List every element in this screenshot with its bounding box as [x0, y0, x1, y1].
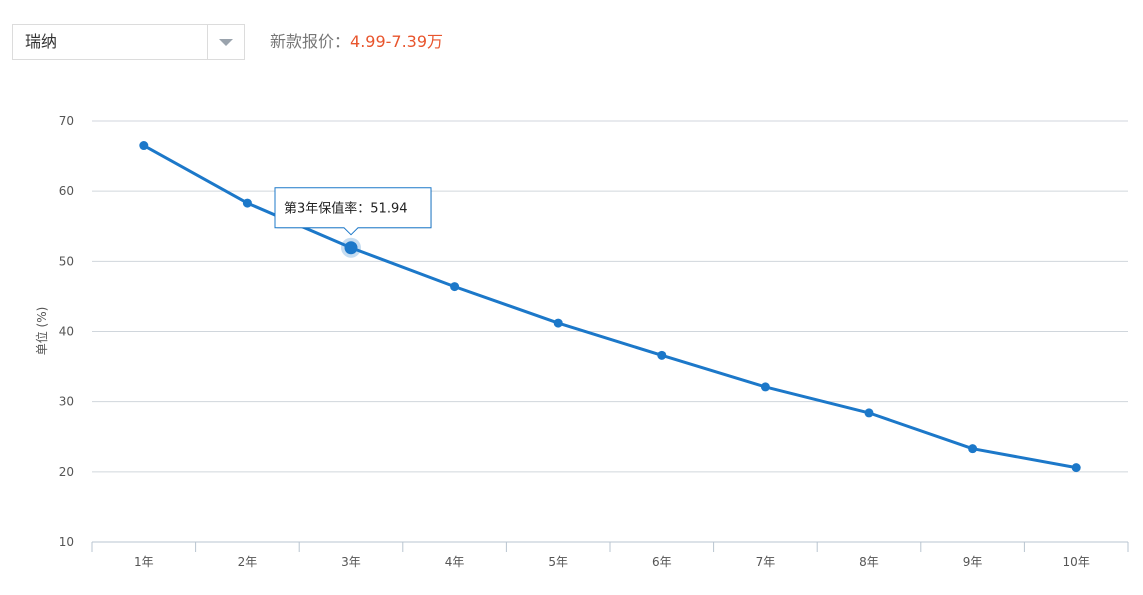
- chevron-down-icon[interactable]: [219, 39, 233, 46]
- y-tick-label: 70: [59, 114, 74, 128]
- x-tick-label: 8年: [859, 555, 879, 569]
- y-axis-label: 单位 (%): [34, 307, 49, 356]
- data-point[interactable]: [242, 198, 252, 208]
- model-select-value: 瑞纳: [25, 32, 58, 51]
- data-point[interactable]: [553, 318, 563, 328]
- y-tick-label: 50: [59, 254, 74, 268]
- select-divider: [207, 25, 208, 59]
- x-tick-label: 9年: [963, 555, 983, 569]
- model-select[interactable]: 瑞纳: [12, 24, 245, 60]
- x-tick-label: 1年: [134, 555, 154, 569]
- y-tick-label: 40: [59, 325, 74, 339]
- x-tick-label: 10年: [1063, 555, 1090, 569]
- x-tick-label: 4年: [445, 555, 465, 569]
- price-label: 新款报价：: [270, 32, 351, 51]
- data-point[interactable]: [760, 382, 770, 392]
- price-value: 4.99-7.39万: [350, 32, 444, 51]
- y-tick-label: 10: [59, 535, 74, 549]
- tooltip-text: 第3年保值率：51.94: [284, 201, 408, 217]
- data-point[interactable]: [139, 141, 149, 151]
- x-tick-label: 3年: [341, 555, 361, 569]
- y-tick-label: 30: [59, 395, 74, 409]
- y-tick-label: 20: [59, 465, 74, 479]
- x-tick-label: 5年: [548, 555, 568, 569]
- data-point[interactable]: [657, 350, 667, 360]
- x-tick-label: 6年: [652, 555, 672, 569]
- price-info: 新款报价：4.99-7.39万: [270, 30, 443, 54]
- x-tick-label: 7年: [756, 555, 776, 569]
- tooltip-box: [274, 187, 432, 236]
- data-point[interactable]: [450, 282, 460, 292]
- data-point[interactable]: [968, 444, 978, 454]
- data-point[interactable]: [864, 408, 874, 418]
- data-point[interactable]: [344, 241, 358, 255]
- x-tick-label: 2年: [238, 555, 258, 569]
- data-point[interactable]: [1071, 463, 1081, 473]
- y-tick-label: 60: [59, 184, 74, 198]
